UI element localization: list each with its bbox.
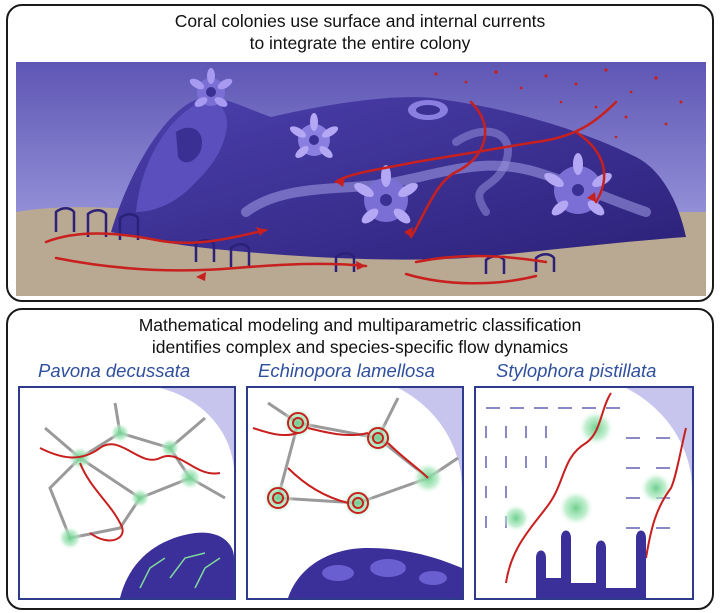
echinopora-spirals — [267, 412, 389, 514]
pavona-flow-arrow — [39, 443, 221, 542]
bottom-title: Mathematical modeling and multiparametri… — [8, 314, 712, 358]
species-label-echinopora: Echinopora lamellosa — [258, 360, 435, 381]
echinopora-flow-panel — [246, 386, 464, 600]
surface-flow-arrows — [44, 100, 618, 285]
plankton-dots — [434, 68, 683, 139]
top-title-line1: Coral colonies use surface and internal … — [174, 11, 546, 31]
polyp-4 — [354, 165, 418, 224]
top-panel: Coral colonies use surface and internal … — [6, 4, 714, 302]
calyx-cups — [54, 207, 556, 274]
stylophora-coral-branches — [536, 530, 646, 598]
stylophora-flow-arrow — [505, 392, 687, 584]
pavona-green-polyps — [58, 423, 202, 550]
stylophora-green-polyps — [502, 410, 672, 532]
bottom-title-line2: identifies complex and species-specific … — [151, 337, 569, 357]
species-label-stylophora: Stylophora pistillata — [496, 360, 657, 381]
pavona-flow-panel — [18, 386, 236, 600]
bottom-title-line1: Mathematical modeling and multiparametri… — [138, 315, 582, 335]
stylophora-flow-panel — [474, 386, 694, 600]
pavona-coral-tissue — [120, 532, 234, 598]
top-title-line2: to integrate the entire colony — [249, 33, 471, 53]
polyp-5 — [544, 153, 612, 216]
bottom-panel: Mathematical modeling and multiparametri… — [6, 308, 714, 610]
polyp-3 — [408, 100, 448, 120]
stylophora-flow-illustration — [476, 388, 692, 598]
pavona-flow-illustration — [20, 388, 234, 598]
top-title: Coral colonies use surface and internal … — [8, 10, 712, 54]
polyp-1 — [189, 68, 233, 107]
echinopora-flow-arrow — [252, 427, 429, 504]
polyp-2 — [289, 113, 339, 158]
coral-colony-illustration — [16, 62, 706, 296]
echinopora-flow-illustration — [248, 388, 462, 598]
flow-arrowheads — [196, 177, 596, 281]
species-label-pavona: Pavona decussata — [38, 360, 191, 381]
